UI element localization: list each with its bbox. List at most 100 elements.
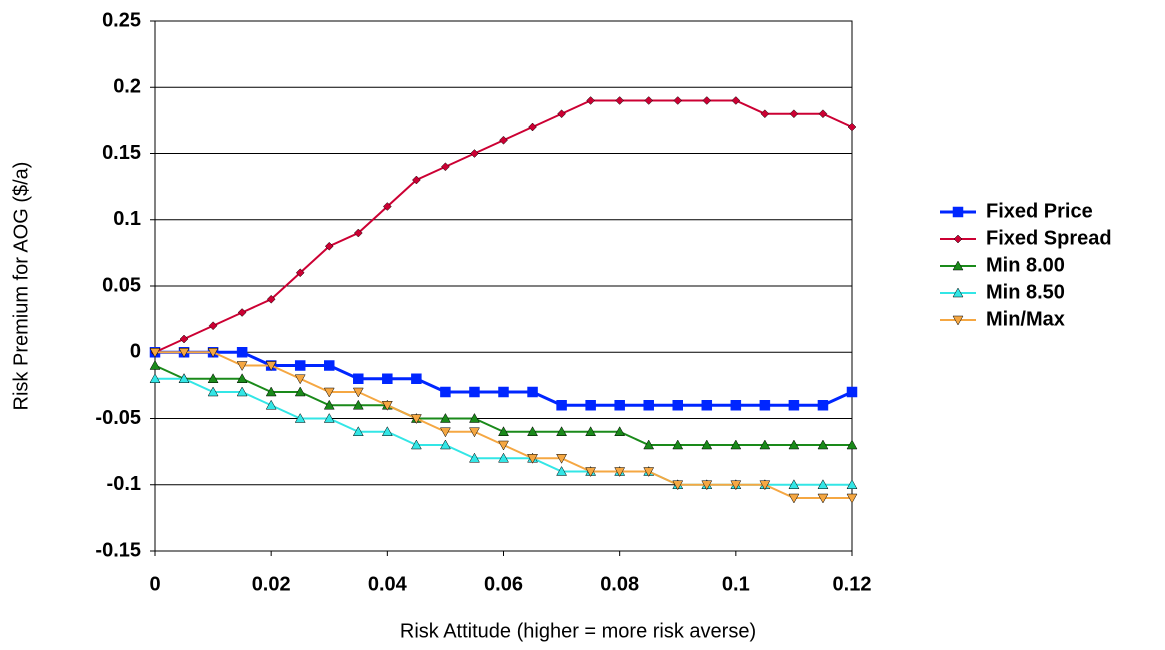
marker — [788, 493, 800, 504]
marker — [643, 400, 654, 411]
marker — [382, 202, 392, 211]
marker — [237, 308, 247, 317]
marker — [178, 348, 190, 358]
y-axis-label: Risk Premium for AOG ($/a) — [10, 162, 32, 411]
marker — [557, 109, 566, 119]
marker — [381, 426, 393, 436]
y-tick-label: 0.2 — [113, 76, 141, 98]
marker — [498, 452, 509, 463]
marker — [352, 399, 364, 410]
marker — [527, 454, 538, 464]
marker — [701, 439, 713, 450]
marker — [556, 400, 567, 411]
marker — [323, 399, 335, 410]
marker — [498, 426, 509, 436]
marker — [817, 439, 829, 450]
marker — [439, 412, 451, 423]
marker — [469, 452, 480, 463]
x-tick-label: 0.12 — [833, 573, 872, 595]
marker — [614, 467, 626, 478]
marker — [265, 361, 277, 372]
y-tick-label: 0.1 — [113, 208, 141, 230]
marker — [323, 387, 335, 398]
marker — [672, 439, 684, 450]
marker — [846, 493, 858, 504]
marker — [789, 109, 799, 119]
marker — [324, 360, 335, 371]
marker — [236, 373, 248, 383]
marker — [643, 467, 655, 478]
marker — [469, 412, 480, 423]
marker — [207, 348, 219, 358]
marker — [817, 493, 829, 504]
legend-label: Fixed Price — [986, 200, 1093, 222]
marker — [266, 294, 276, 304]
legend-label: Min 8.50 — [986, 281, 1065, 303]
marker — [953, 234, 963, 244]
marker — [208, 321, 218, 331]
marker — [265, 386, 277, 397]
marker — [499, 135, 508, 145]
marker — [410, 439, 422, 450]
marker — [236, 361, 248, 372]
marker — [527, 386, 538, 398]
marker — [759, 480, 771, 491]
marker — [265, 399, 277, 410]
marker — [643, 439, 655, 450]
y-tick-label: -0.15 — [95, 539, 141, 561]
x-tick-label: 0.04 — [368, 573, 408, 595]
x-tick-label: 0.02 — [252, 573, 291, 595]
marker — [585, 400, 596, 411]
marker — [439, 427, 451, 438]
marker — [847, 122, 857, 132]
x-axis-label: Risk Attitude (higher = more risk averse… — [400, 620, 756, 642]
marker — [673, 96, 683, 105]
marker — [294, 360, 306, 371]
marker — [952, 260, 964, 271]
marker — [731, 96, 741, 105]
x-tick-label: 0.08 — [600, 573, 639, 595]
y-tick-label: 0.25 — [102, 9, 141, 31]
legend-entry: Min 8.50 — [940, 281, 1065, 303]
marker — [441, 162, 450, 172]
marker — [586, 96, 595, 105]
legend-entry: Min/Max — [940, 308, 1065, 330]
marker — [527, 426, 538, 436]
marker — [672, 480, 684, 491]
y-tick-label: -0.1 — [107, 473, 141, 495]
marker — [207, 386, 219, 397]
marker — [323, 412, 335, 423]
marker — [149, 359, 161, 370]
legend-label: Min/Max — [986, 308, 1065, 330]
legend-label: Min 8.00 — [986, 254, 1065, 276]
y-tick-label: 0 — [130, 341, 141, 363]
legend-label: Fixed Spread — [986, 227, 1112, 249]
marker — [817, 479, 829, 489]
marker — [469, 427, 480, 438]
x-tick-label: 0 — [149, 573, 160, 595]
marker — [730, 439, 742, 450]
marker — [353, 373, 364, 384]
marker — [556, 426, 568, 436]
marker — [817, 400, 829, 411]
marker — [672, 400, 683, 411]
marker — [556, 454, 568, 464]
legend-entry: Fixed Spread — [940, 227, 1112, 249]
marker — [846, 479, 858, 489]
legend-entry: Min 8.00 — [940, 254, 1065, 276]
marker — [236, 386, 248, 397]
marker — [410, 414, 422, 425]
marker — [412, 175, 421, 185]
marker — [382, 373, 393, 384]
marker — [294, 374, 306, 385]
marker — [952, 315, 964, 326]
marker — [294, 412, 306, 423]
marker — [730, 400, 742, 411]
marker — [528, 122, 537, 132]
marker — [759, 400, 771, 411]
marker — [498, 386, 509, 398]
x-tick-label: 0.1 — [722, 573, 750, 595]
marker — [353, 228, 363, 238]
marker — [439, 439, 451, 450]
